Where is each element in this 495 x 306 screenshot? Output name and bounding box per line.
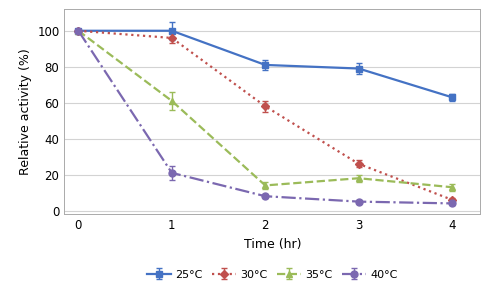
Y-axis label: Relative activity (%): Relative activity (%) <box>19 48 32 175</box>
X-axis label: Time (hr): Time (hr) <box>244 238 301 251</box>
Legend: 25°C, 30°C, 35°C, 40°C: 25°C, 30°C, 35°C, 40°C <box>142 265 402 285</box>
